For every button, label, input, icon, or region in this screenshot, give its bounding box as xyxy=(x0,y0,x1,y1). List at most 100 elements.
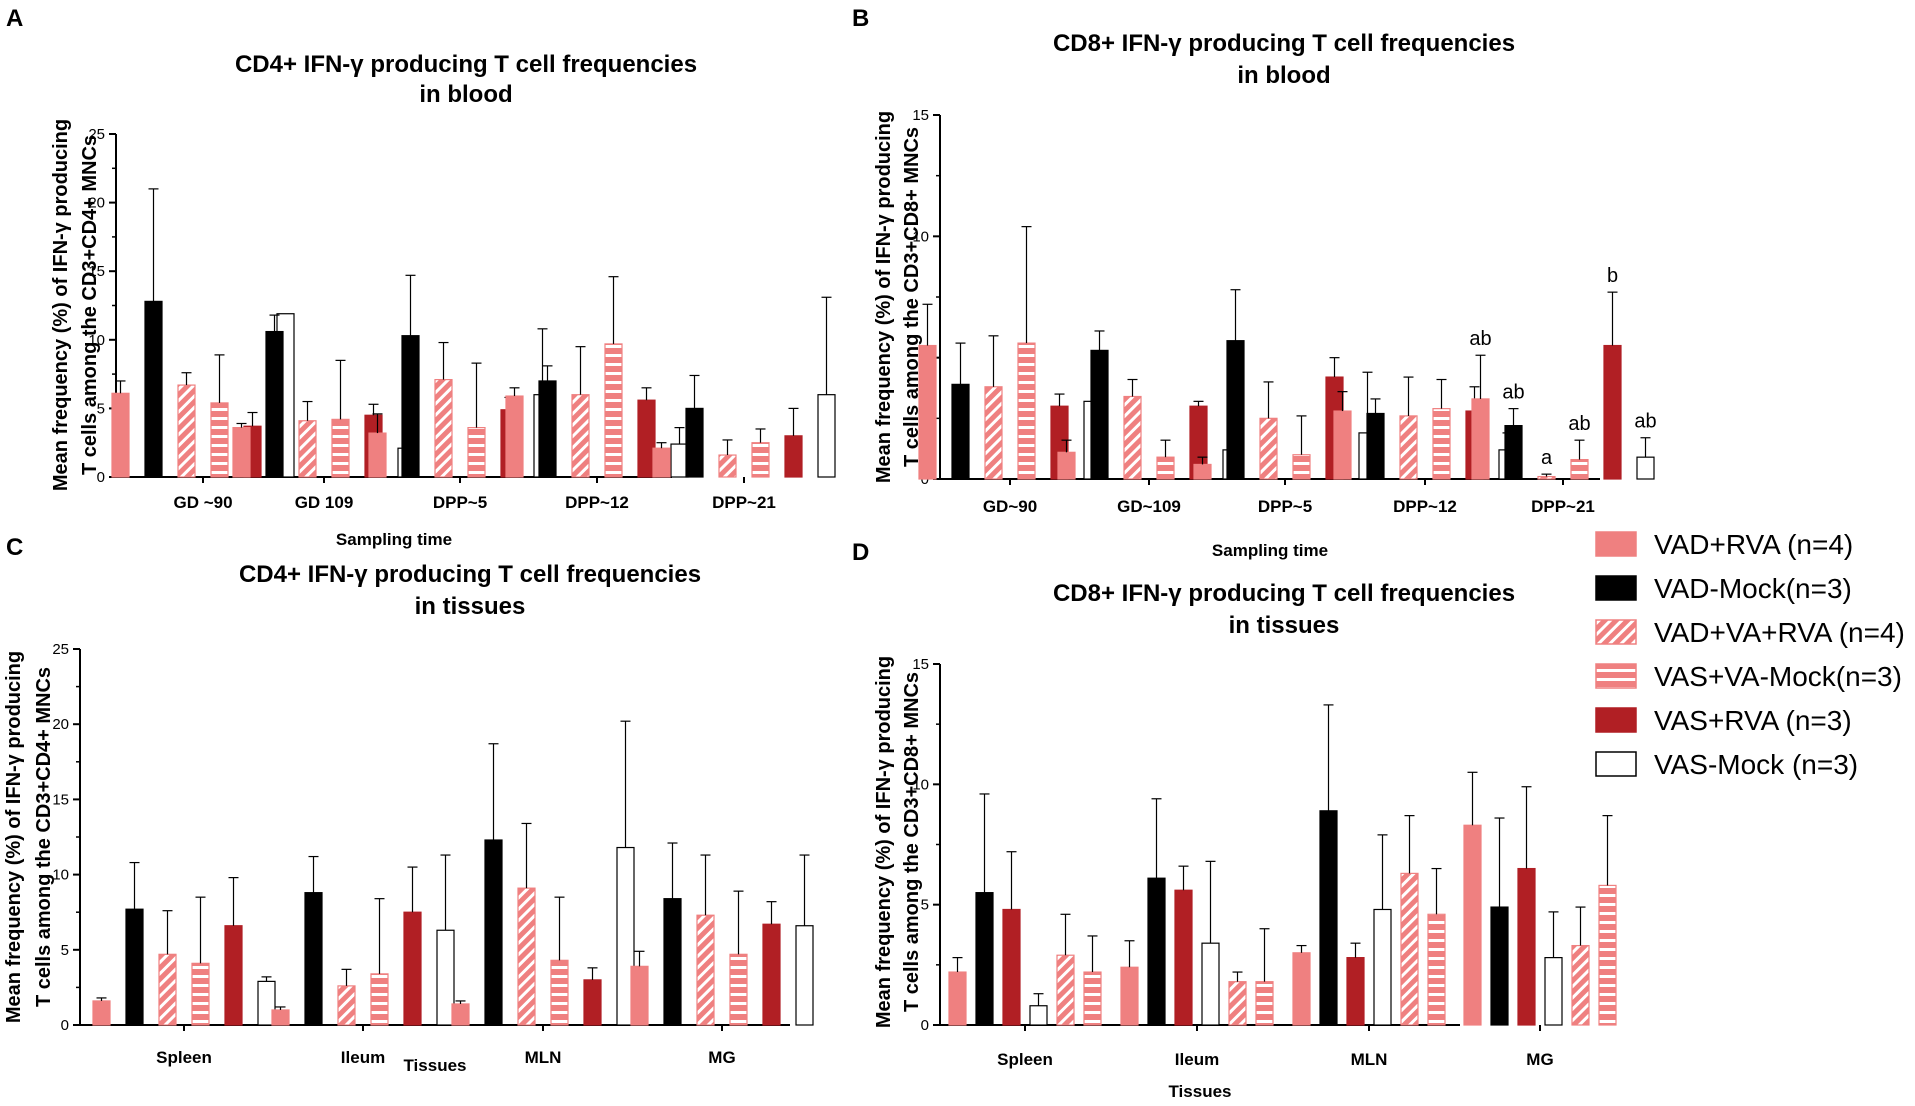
bar xyxy=(1057,451,1076,480)
bar xyxy=(1399,415,1418,480)
bar xyxy=(951,383,970,480)
legend-swatch xyxy=(1595,707,1637,733)
bar xyxy=(1333,410,1352,480)
y-tick-label: 20 xyxy=(52,716,69,733)
bar xyxy=(1570,458,1589,480)
panel-d: D CD8+ IFN-γ producing T cell frequencies… xyxy=(852,539,1617,1101)
x-category-label: MG xyxy=(708,1048,735,1067)
y-axis-label: Mean frequency (%) of IFN-γ producing xyxy=(3,651,25,1023)
bar xyxy=(1571,944,1590,1026)
y-tick-label: 25 xyxy=(88,126,105,143)
bar xyxy=(630,965,649,1026)
bar xyxy=(1255,981,1274,1026)
bar xyxy=(984,386,1003,480)
y-tick-label: 15 xyxy=(88,263,105,280)
bar xyxy=(125,908,144,1026)
bar xyxy=(92,1000,111,1026)
y-tick-label: 0 xyxy=(61,1017,69,1034)
panel-c: C CD4+ IFN-γ producing T cell frequencies… xyxy=(3,534,814,1075)
bar xyxy=(1083,971,1102,1026)
x-category-label: Ileum xyxy=(1175,1050,1219,1069)
chart-title: in tissues xyxy=(1229,612,1340,639)
y-tick-label: 0 xyxy=(97,469,105,486)
y-tick-label: 15 xyxy=(52,791,69,808)
panel-label: C xyxy=(6,534,23,561)
y-tick-label: 10 xyxy=(88,332,105,349)
bar xyxy=(271,1009,290,1026)
bar xyxy=(571,394,590,478)
bar xyxy=(368,432,387,478)
y-tick-label: 10 xyxy=(912,228,929,245)
bar xyxy=(1090,349,1109,480)
bar xyxy=(1193,463,1212,480)
legend-item: VAD+VA+RVA (n=4) xyxy=(1595,617,1905,648)
bar xyxy=(1504,425,1523,480)
y-tick-label: 5 xyxy=(97,400,105,417)
y-tick-label: 10 xyxy=(912,776,929,793)
bar xyxy=(1598,884,1617,1026)
x-category-label: Spleen xyxy=(997,1050,1053,1069)
legend-swatch xyxy=(1595,619,1637,645)
legend-item: VAS-Mock (n=3) xyxy=(1595,749,1858,780)
y-axis-label: T cells among the CD3+CD8+ MNCs xyxy=(901,127,923,467)
panels-layer: A CD4+ IFN-γ producing T cell frequencies… xyxy=(3,5,1657,1101)
x-category-label: GD ~90 xyxy=(173,493,232,512)
bar xyxy=(1029,1005,1048,1026)
bar xyxy=(918,344,937,480)
legend-item: VAS+VA-Mock(n=3) xyxy=(1595,661,1902,692)
bar xyxy=(1517,867,1536,1026)
x-category-label: DPP~21 xyxy=(712,493,776,512)
chart-title: in blood xyxy=(419,81,512,108)
panel-a: A CD4+ IFN-γ producing T cell frequencies… xyxy=(6,5,836,549)
bar xyxy=(158,953,177,1026)
bar xyxy=(298,420,317,478)
x-category-label: MLN xyxy=(525,1048,562,1067)
legend-swatch xyxy=(1595,575,1637,601)
bar xyxy=(817,394,836,478)
y-tick-label: 10 xyxy=(52,867,69,884)
bar xyxy=(1002,908,1021,1026)
x-category-label: GD~109 xyxy=(1117,497,1181,516)
bar xyxy=(1366,412,1385,480)
x-category-label: Spleen xyxy=(156,1048,212,1067)
bar xyxy=(1201,942,1220,1026)
x-category-label: DPP~12 xyxy=(565,493,629,512)
bar xyxy=(1292,952,1311,1026)
bar xyxy=(583,979,602,1026)
significance-label: b xyxy=(1607,265,1618,287)
significance-label: ab xyxy=(1568,413,1590,435)
bar xyxy=(401,335,420,478)
bar xyxy=(1056,954,1075,1026)
bar xyxy=(948,971,967,1026)
legend-item: VAD-Mock(n=3) xyxy=(1595,573,1852,604)
bar xyxy=(1490,906,1509,1026)
bar xyxy=(1537,475,1556,480)
chart-title: CD4+ IFN-γ producing T cell frequencies xyxy=(239,561,701,588)
y-tick-label: 5 xyxy=(921,897,929,914)
bar xyxy=(1373,908,1392,1026)
panel-b: B CD8+ IFN-γ producing T cell frequencies… xyxy=(852,5,1657,560)
legend-item: VAD+RVA (n=4) xyxy=(1595,529,1853,560)
legend-label: VAD-Mock(n=3) xyxy=(1654,573,1852,604)
chart-title: CD8+ IFN-γ producing T cell frequencies xyxy=(1053,580,1515,607)
chart-title: CD4+ IFN-γ producing T cell frequencies xyxy=(235,51,697,78)
bar xyxy=(1544,957,1563,1026)
bar xyxy=(729,953,748,1026)
bar xyxy=(1226,340,1245,480)
y-tick-label: 20 xyxy=(88,195,105,212)
bar xyxy=(1463,824,1482,1026)
significance-label: a xyxy=(1541,447,1553,469)
bar xyxy=(1120,966,1139,1026)
bar xyxy=(1432,408,1451,480)
legend-swatch xyxy=(1595,663,1637,689)
bar xyxy=(191,962,210,1026)
chart-title: in tissues xyxy=(415,593,526,620)
x-axis-label: Sampling time xyxy=(336,530,452,549)
y-tick-label: 15 xyxy=(912,656,929,673)
chart-title: CD8+ IFN-γ producing T cell frequencies xyxy=(1053,30,1515,57)
bar xyxy=(144,300,163,478)
bar xyxy=(1427,913,1446,1026)
bar xyxy=(751,442,770,478)
x-category-label: DPP~5 xyxy=(1258,497,1312,516)
